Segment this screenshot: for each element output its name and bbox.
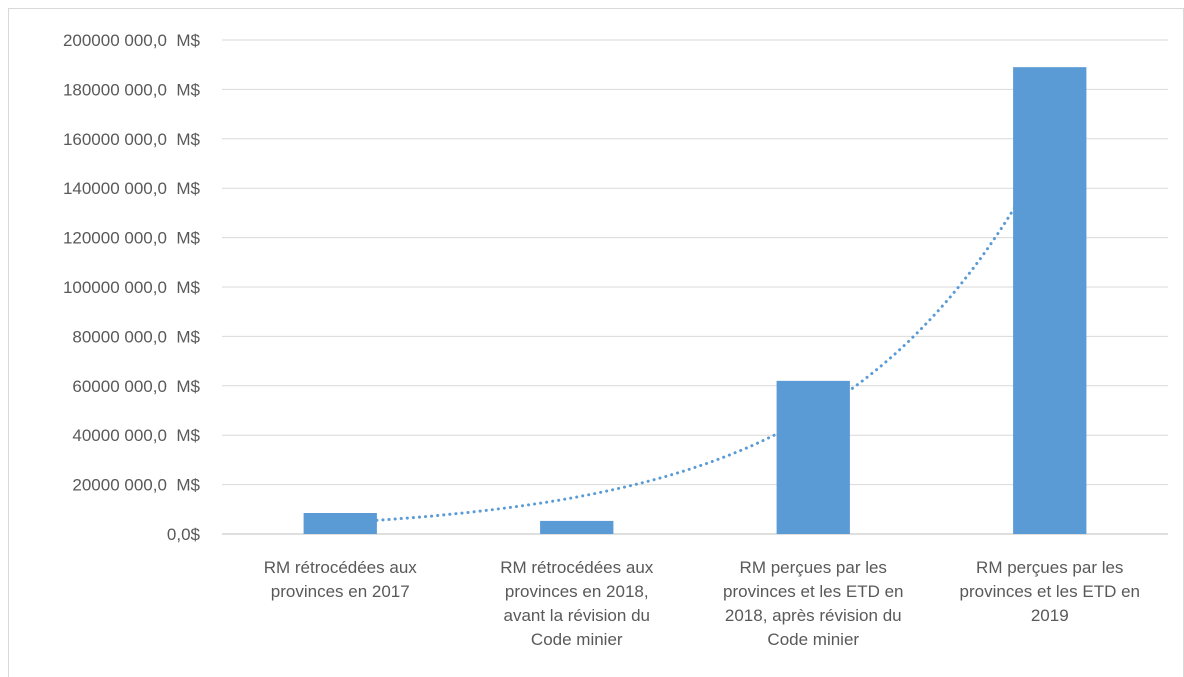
bar bbox=[303, 513, 377, 534]
y-tick-label: 100000 000,0 M$ bbox=[63, 278, 201, 297]
bar bbox=[776, 380, 850, 534]
y-tick-label: 180000 000,0 M$ bbox=[63, 80, 201, 99]
y-tick-label: 40000 000,0 M$ bbox=[72, 426, 200, 445]
y-tick-label: 80000 000,0 M$ bbox=[72, 327, 200, 346]
y-tick-label: 160000 000,0 M$ bbox=[63, 130, 201, 149]
chart-border bbox=[8, 8, 1184, 677]
trendline bbox=[338, 143, 1052, 525]
x-tick-label: RM perçues par les provinces et les ETD e… bbox=[960, 558, 1140, 625]
x-tick-label: RM rétrocédées aux provinces en 2017 bbox=[264, 558, 418, 601]
y-tick-label: 0,0$ bbox=[167, 525, 201, 544]
x-tick-label: RM perçues par les provinces et les ETD e… bbox=[723, 558, 903, 649]
y-tick-label: 200000 000,0 M$ bbox=[63, 31, 201, 50]
y-tick-label: 20000 000,0 M$ bbox=[72, 476, 200, 495]
y-tick-label: 140000 000,0 M$ bbox=[63, 179, 201, 198]
y-tick-label: 120000 000,0 M$ bbox=[63, 229, 201, 248]
x-tick-label: RM rétrocédées aux provinces en 2018, avan… bbox=[500, 558, 654, 649]
bar bbox=[1013, 67, 1087, 535]
y-tick-label: 60000 000,0 M$ bbox=[72, 377, 200, 396]
bar bbox=[540, 520, 614, 534]
